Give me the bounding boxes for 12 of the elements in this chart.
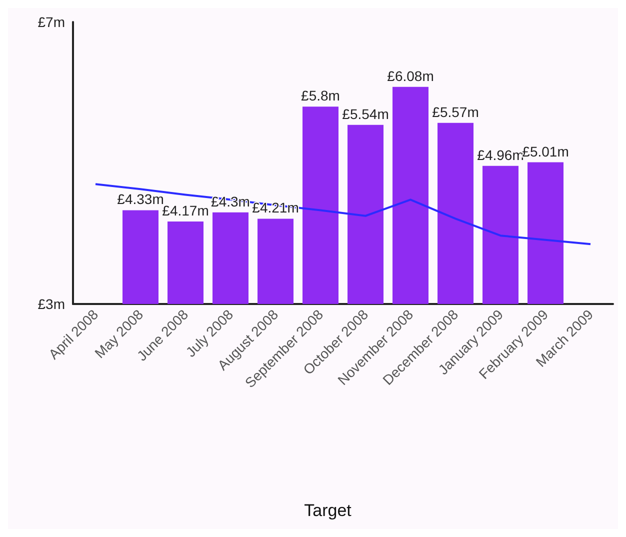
data-label: £4.96m: [477, 146, 524, 163]
data-label: £5.57m: [432, 104, 479, 120]
y-tick-label: £7m: [38, 14, 65, 30]
text: Target: [304, 501, 352, 520]
data-label: £4.17m: [162, 202, 209, 219]
data-label: £5.54m: [342, 106, 389, 122]
y-tick-label: £3m: [38, 296, 65, 312]
data-label: £4.33m: [117, 191, 164, 208]
data-label: £6.08m: [387, 68, 434, 84]
line-series: [94, 183, 592, 246]
data-label: £5.8m: [301, 88, 340, 104]
data-label: £5.01m: [522, 143, 569, 160]
